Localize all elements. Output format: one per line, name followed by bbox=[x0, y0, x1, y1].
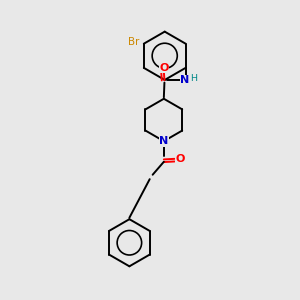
Text: H: H bbox=[190, 74, 197, 83]
Text: O: O bbox=[176, 154, 185, 164]
Text: Br: Br bbox=[128, 37, 140, 47]
Text: O: O bbox=[159, 63, 169, 73]
Text: N: N bbox=[159, 136, 169, 146]
Text: N: N bbox=[180, 75, 190, 85]
